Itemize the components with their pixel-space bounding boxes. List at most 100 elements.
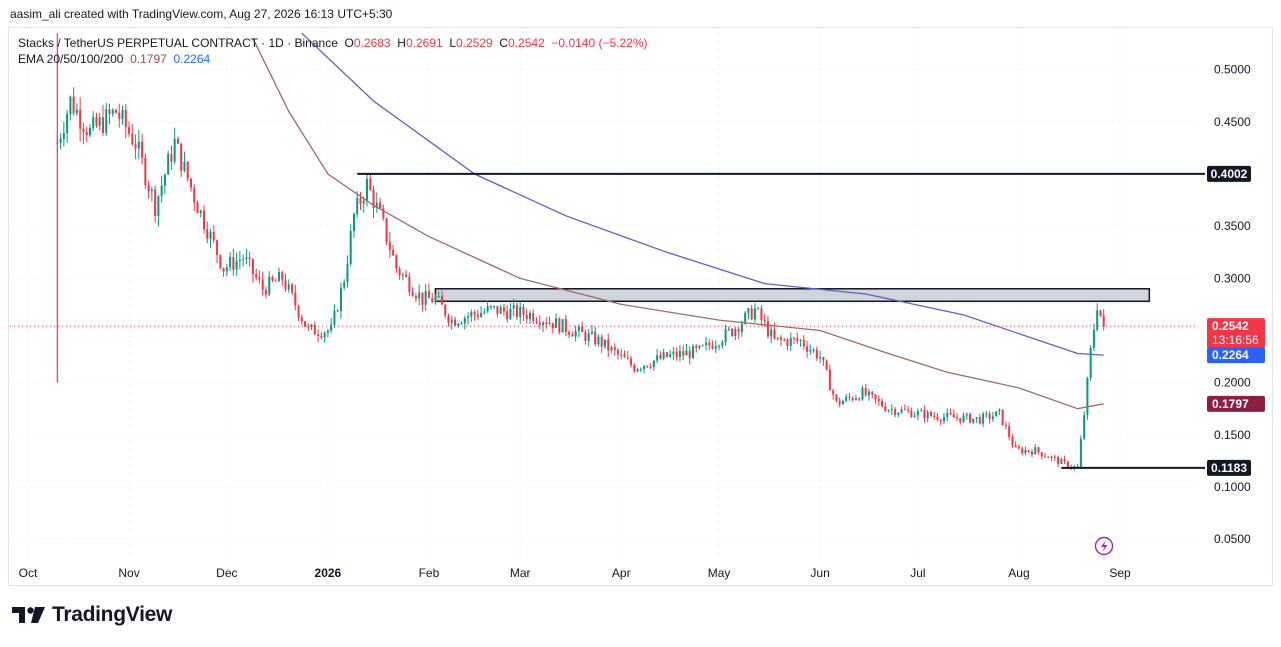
candle-down	[473, 310, 476, 321]
candle-body	[946, 412, 949, 417]
chart-legend: Stacks / TetherUS PERPETUAL CONTRACT · 1…	[18, 35, 648, 67]
candle-down	[623, 350, 626, 358]
ema-value-1: 0.1797	[130, 52, 167, 66]
candle-body	[473, 312, 476, 315]
candle-body	[437, 296, 440, 298]
candle-down	[584, 329, 587, 345]
tradingview-brand[interactable]: TradingView	[12, 603, 172, 627]
candle-down	[952, 409, 955, 418]
candle-body	[222, 267, 225, 272]
candle-body	[678, 351, 681, 357]
candle-down	[600, 334, 603, 354]
candle-up	[991, 411, 994, 422]
x-tick-label: Nov	[118, 566, 139, 580]
candle-up	[150, 186, 153, 202]
candle-up	[375, 192, 378, 213]
ema-200-line	[301, 32, 1104, 356]
candle-down	[607, 333, 610, 358]
candle-up	[1024, 446, 1027, 456]
candle-body	[659, 355, 662, 359]
candle-down	[411, 286, 414, 297]
candle-up	[691, 344, 694, 359]
y-tick-label: 0.1500	[1214, 428, 1251, 442]
candle-body	[379, 202, 382, 209]
candle-up	[753, 303, 756, 323]
candle-body	[753, 308, 756, 320]
ema-label[interactable]: EMA 20/50/100/200	[18, 52, 124, 66]
candle-up	[861, 385, 864, 401]
candle-body	[825, 360, 828, 370]
candle-up	[111, 108, 114, 117]
candle-body	[766, 321, 769, 337]
candle-body	[304, 321, 307, 327]
candle-body	[532, 313, 535, 322]
candle-down	[251, 258, 254, 283]
candle-body	[232, 257, 235, 270]
candle-down	[176, 136, 179, 145]
lightning-icon[interactable]	[1094, 536, 1114, 556]
candle-body	[897, 412, 900, 415]
candle-body	[613, 346, 616, 351]
candle-body	[714, 346, 717, 349]
candle-down	[258, 270, 261, 284]
candle-body	[881, 400, 884, 407]
candle-body	[209, 231, 212, 239]
candle-body	[718, 345, 721, 347]
candle-up	[845, 394, 848, 403]
candle-down	[978, 413, 981, 425]
candle-body	[959, 418, 962, 422]
candle-body	[815, 349, 818, 359]
candle-up	[519, 301, 522, 324]
candle-body	[757, 308, 760, 310]
candle-down	[665, 351, 668, 358]
candle-up	[1092, 323, 1095, 352]
candle-down	[796, 332, 799, 344]
candle-down	[444, 303, 447, 319]
candle-down	[956, 412, 959, 422]
candle-up	[841, 399, 844, 405]
candle-body	[496, 305, 499, 314]
candle-down	[551, 322, 554, 334]
candle-body	[1017, 447, 1020, 449]
candle-up	[985, 410, 988, 418]
candle-body	[203, 210, 206, 230]
candle-down	[538, 315, 541, 330]
candle-body	[157, 196, 160, 216]
candle-body	[506, 311, 509, 320]
close-value: 0.2542	[508, 36, 545, 50]
candle-body	[1004, 425, 1007, 427]
resistance-zone-rect	[434, 288, 1151, 303]
candle-body	[196, 202, 199, 214]
badge-price: 0.2542	[1212, 319, 1249, 333]
candle-up	[620, 348, 623, 360]
candle-body	[920, 410, 923, 412]
candle-up	[437, 291, 440, 299]
time-axis: Oct Nov Dec 2026 Feb Mar Apr May Jun Jul Aug Sep	[19, 566, 1131, 580]
candle-body	[705, 342, 708, 346]
candle-down	[313, 321, 316, 335]
candle-body	[66, 113, 69, 133]
candle-up	[972, 418, 975, 425]
candle-down	[766, 315, 769, 339]
candle-up	[757, 307, 760, 310]
candle-up	[916, 408, 919, 421]
badge-bg	[1207, 395, 1265, 412]
candle-body	[248, 257, 251, 260]
symbol-title[interactable]: Stacks / TetherUS PERPETUAL CONTRACT · 1…	[18, 36, 338, 50]
price-axis: 0.5000 0.4500 0.3500 0.3000 0.2000 0.1500 0.10…	[1214, 63, 1251, 546]
candle-body	[538, 322, 541, 326]
candle-body	[548, 322, 551, 325]
candle-body	[115, 109, 118, 113]
candle-down	[929, 410, 932, 418]
candle-up	[287, 279, 290, 293]
candle-down	[708, 338, 711, 351]
candle-up	[173, 127, 176, 165]
candle-up	[721, 340, 724, 349]
candle-body	[502, 307, 505, 312]
badge-countdown: 13:16:56	[1212, 333, 1259, 347]
candle-up	[714, 340, 717, 354]
candle-body	[822, 356, 825, 361]
candle-up	[199, 209, 202, 218]
